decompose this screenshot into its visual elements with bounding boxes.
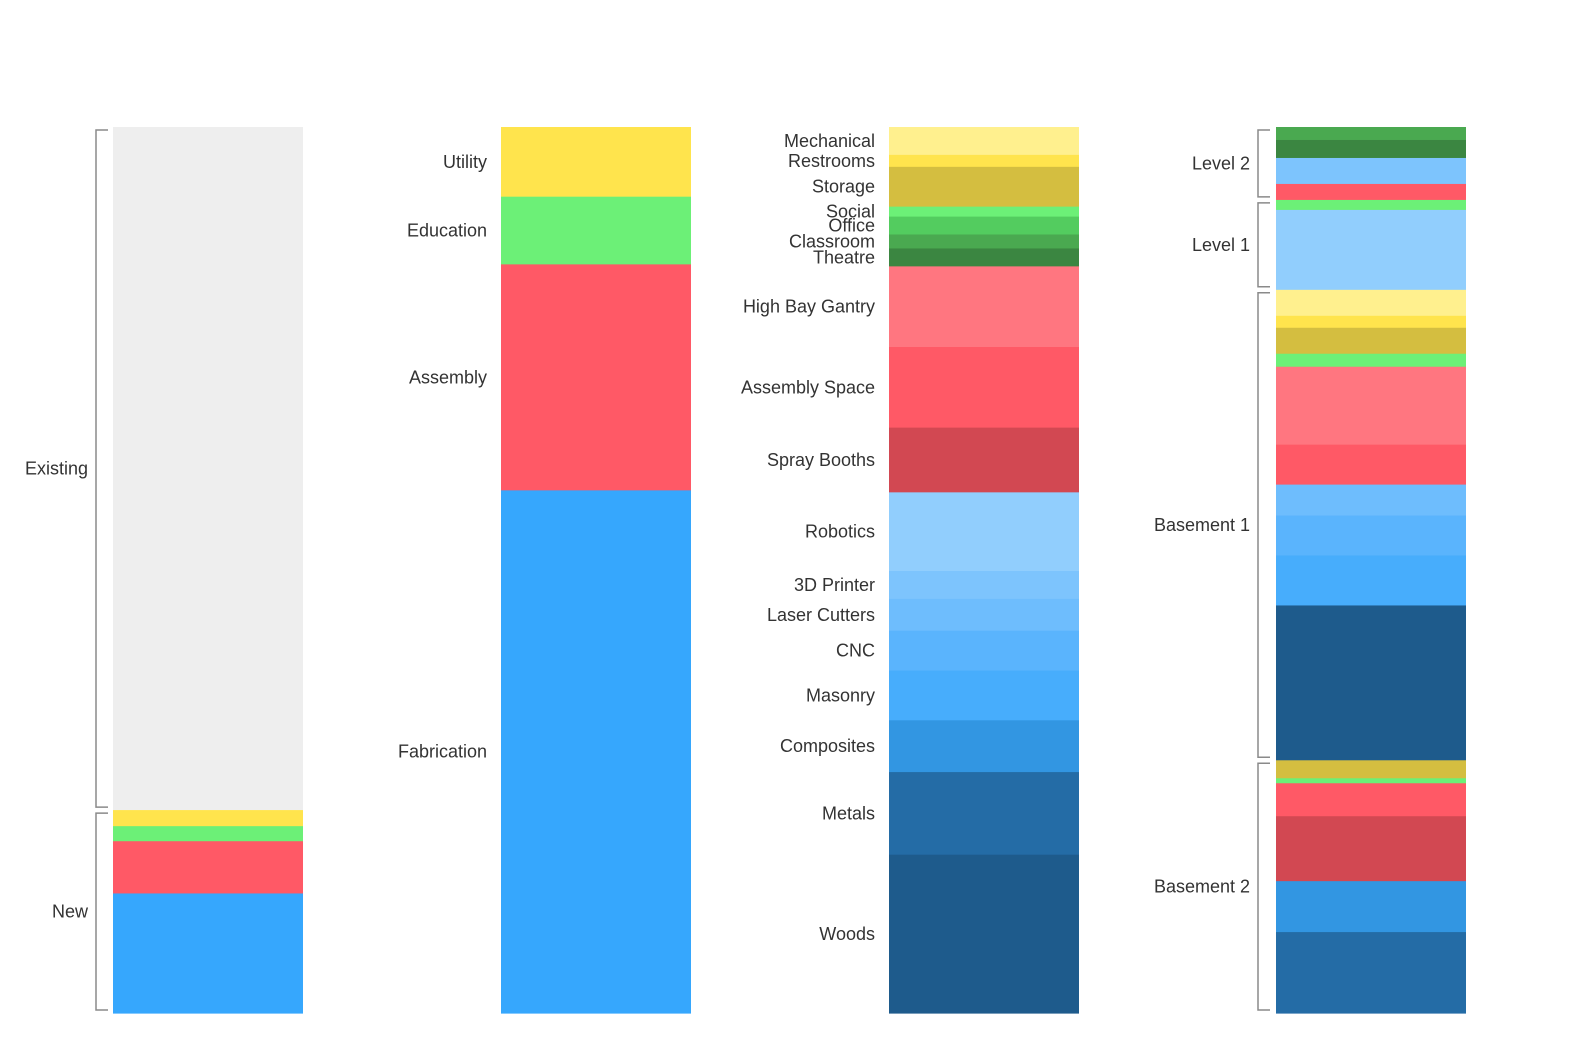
group-label: Basement 1: [1154, 515, 1250, 535]
segment-label: Robotics: [805, 522, 875, 542]
bar-3-segment-13: [889, 598, 1079, 632]
bar-3-segment-15: [889, 670, 1079, 721]
bar-3-segment-7: [889, 248, 1079, 267]
bar-4-segment-15: [1276, 555, 1466, 607]
group-label: Level 2: [1192, 154, 1250, 174]
segment-label: Classroom: [789, 231, 875, 251]
group-bracket: [95, 129, 108, 808]
bar-4-segment-3: [1276, 157, 1466, 185]
bar-3-segment-11: [889, 492, 1079, 572]
bar-4-segment-11: [1276, 366, 1466, 446]
bar-4-segment-17: [1276, 760, 1466, 779]
bar-4-segment-8: [1276, 315, 1466, 329]
bar-4-segment-19: [1276, 783, 1466, 817]
bar-2-segment-3: [501, 264, 691, 491]
bar-4-segment-9: [1276, 327, 1466, 355]
bar-4-segment-7: [1276, 289, 1466, 317]
bar-1-segment-5: [113, 893, 303, 1014]
bar-3-segment-3: [889, 166, 1079, 208]
segment-label: Theatre: [813, 247, 875, 267]
bar-4-segment-22: [1276, 932, 1466, 1014]
segment-label: Spray Booths: [767, 450, 875, 470]
bar-4-segment-10: [1276, 353, 1466, 368]
bar-2-segment-2: [501, 196, 691, 265]
bar-4-segment-12: [1276, 444, 1466, 486]
bar-2-segment-1: [501, 127, 691, 198]
group-bracket: [1257, 129, 1270, 198]
bar-4-segment-2: [1276, 139, 1466, 159]
group-bracket: [1257, 292, 1270, 759]
stacked-bar-1: Existing New: [25, 127, 303, 1014]
segment-label: CNC: [836, 641, 875, 661]
segment-label: Assembly Space: [741, 377, 875, 397]
segment-label: Mechanical: [784, 131, 875, 151]
bar-4-segment-14: [1276, 515, 1466, 557]
bar-3-segment-5: [889, 216, 1079, 236]
segment-label: Fabrication: [398, 742, 487, 762]
segment-label: Social: [826, 202, 875, 222]
segment-label: 3D Printer: [794, 575, 875, 595]
bar-4-segment-6: [1276, 209, 1466, 291]
group-label: Existing: [25, 459, 88, 479]
bar-4-segment-16: [1276, 605, 1466, 761]
bar-3-segment-14: [889, 630, 1079, 672]
group-bracket: [1257, 202, 1270, 288]
group-label: Basement 2: [1154, 877, 1250, 897]
bar-4-segment-20: [1276, 816, 1466, 882]
segment-label: Office: [828, 216, 875, 236]
segment-label: Woods: [819, 924, 875, 944]
bar-1-segment-2: [113, 810, 303, 827]
group-label: New: [52, 902, 89, 922]
bar-1-segment-1: [113, 127, 303, 811]
bar-4-segment-4: [1276, 183, 1466, 201]
bar-3-segment-12: [889, 571, 1079, 600]
segment-label: Assembly: [409, 367, 487, 387]
group-bracket: [95, 812, 108, 1011]
bar-3-segment-18: [889, 854, 1079, 1014]
bar-4-segment-13: [1276, 484, 1466, 517]
bar-1-segment-4: [113, 841, 303, 895]
segment-label: Storage: [812, 177, 875, 197]
stacked-bar-2: Utility Education Assembly Fabrication: [398, 127, 691, 1014]
segment-label: Utility: [443, 152, 487, 172]
bar-4-segment-5: [1276, 199, 1466, 211]
segment-label: Laser Cutters: [767, 605, 875, 625]
bar-3-segment-9: [889, 347, 1079, 429]
bar-1-segment-3: [113, 826, 303, 842]
bar-3-segment-4: [889, 206, 1079, 218]
segment-label: Masonry: [806, 685, 875, 705]
segment-label: Metals: [822, 803, 875, 823]
group-label: Level 1: [1192, 235, 1250, 255]
bar-3-segment-16: [889, 720, 1079, 773]
bar-3-segment-17: [889, 772, 1079, 856]
segment-label: Composites: [780, 736, 875, 756]
group-bracket: [1257, 762, 1270, 1011]
bar-3-segment-6: [889, 234, 1079, 250]
bar-4-segment-18: [1276, 778, 1466, 784]
bar-4-segment-21: [1276, 881, 1466, 933]
bar-3-segment-1: [889, 127, 1079, 156]
bar-3-segment-8: [889, 266, 1079, 348]
stacked-bar-4: Level 2 Level 1 Basement 1 Basement 2: [1154, 127, 1466, 1014]
segment-label: High Bay Gantry: [743, 297, 875, 317]
bar-2-segment-4: [501, 490, 691, 1014]
bar-3-segment-10: [889, 427, 1079, 493]
bar-3-segment-2: [889, 154, 1079, 168]
bar-4-segment-1: [1276, 127, 1466, 141]
segment-label: Restrooms: [788, 151, 875, 171]
segment-label: Education: [407, 221, 487, 241]
